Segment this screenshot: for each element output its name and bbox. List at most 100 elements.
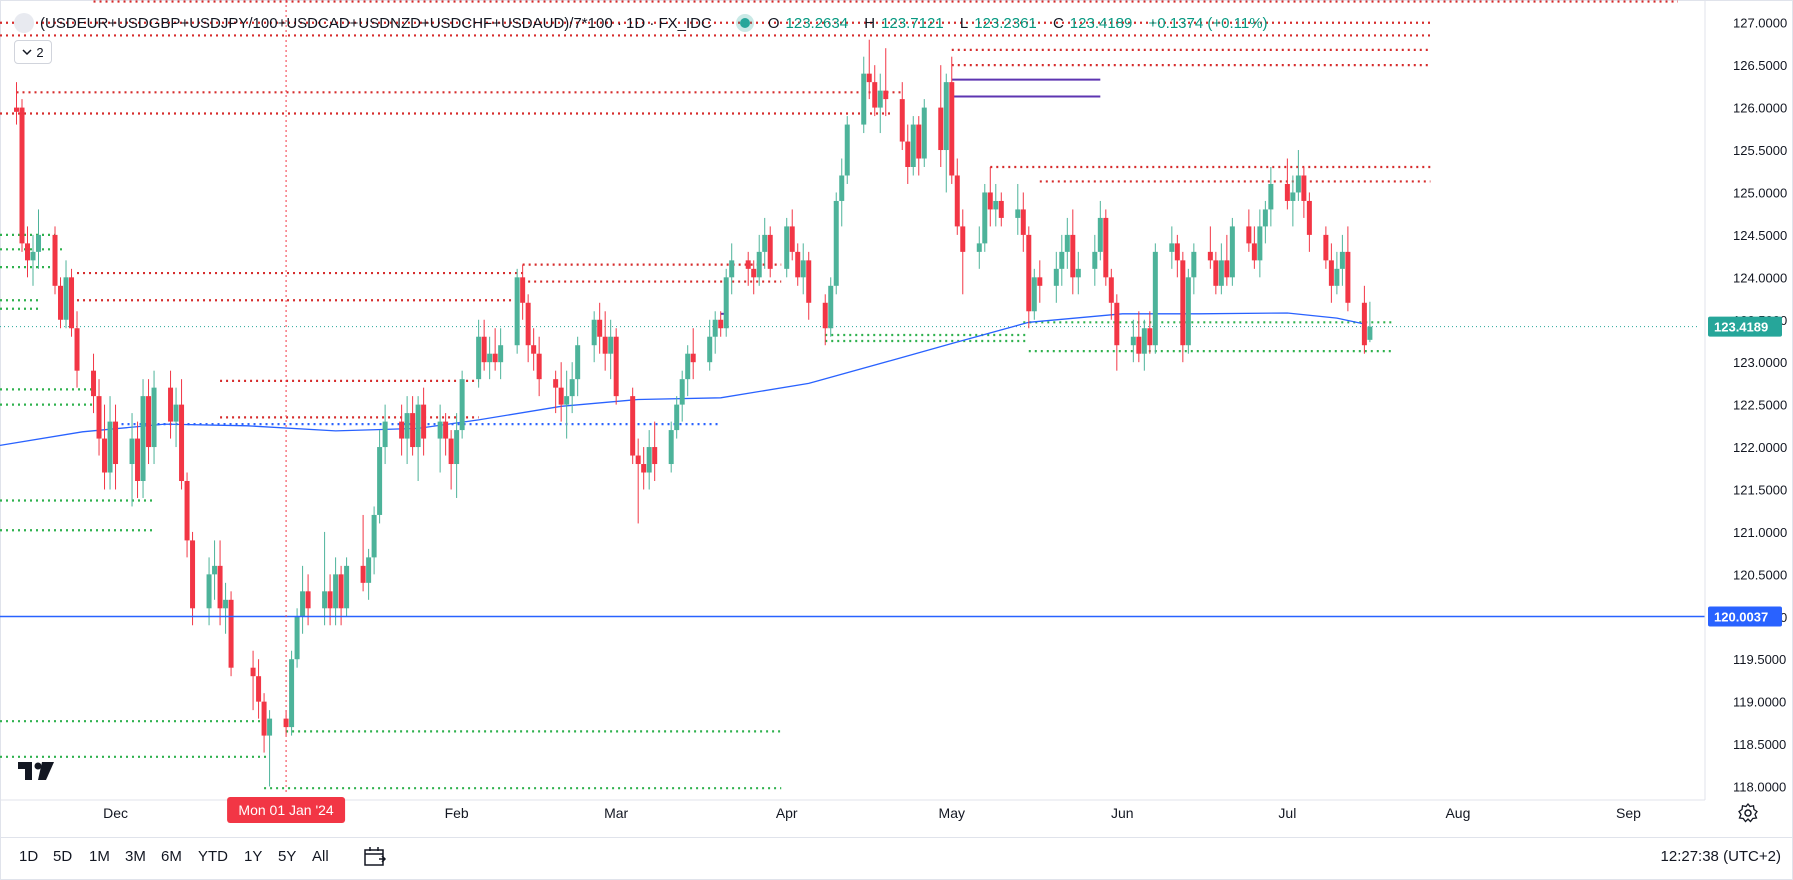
price-tick-label: 127.0000 (1733, 16, 1787, 31)
crosshair-date-bg (227, 797, 346, 823)
candle-body (949, 82, 955, 176)
candle-up (289, 650, 295, 736)
candle-body (1141, 328, 1147, 354)
candle-body (525, 302, 531, 346)
price-tick-label: 120.5000 (1733, 567, 1787, 582)
gear-icon[interactable] (1737, 802, 1759, 824)
price-tick-label: 121.0000 (1733, 525, 1787, 540)
candle-body (1020, 209, 1026, 235)
candle-up (1141, 319, 1147, 371)
candle-down (168, 370, 174, 439)
range-6m-button[interactable]: 6M (161, 848, 182, 865)
price-label-text: 123.4189 (1714, 320, 1768, 335)
candle-up (668, 421, 674, 473)
candle-body (448, 438, 454, 465)
candle-up (685, 345, 691, 397)
candle-down (184, 472, 190, 558)
candle-body (327, 591, 333, 609)
tradingview-logo-icon[interactable] (18, 758, 54, 786)
candle-body (30, 251, 36, 261)
candle-body (1070, 234, 1076, 278)
candle-body (1229, 226, 1235, 278)
candle-down (1224, 234, 1230, 286)
candle-body (129, 438, 135, 465)
candle-body (1328, 260, 1334, 286)
price-label: 120.0037 (1708, 606, 1782, 627)
candle-body (1213, 260, 1219, 286)
candle-up (382, 404, 388, 465)
candle-body (476, 336, 482, 380)
candle-up (1015, 183, 1021, 235)
candle-body (146, 396, 152, 448)
close-value: 123.4189 (1069, 14, 1133, 32)
range-1m-button[interactable]: 1M (89, 848, 110, 865)
candle-down (1323, 226, 1329, 269)
open-label: O (767, 14, 780, 32)
candle-up (437, 404, 443, 473)
candle-up (861, 56, 867, 134)
candle-up (1169, 226, 1175, 269)
candle-up (1130, 319, 1136, 363)
range-5d-button[interactable]: 5D (53, 848, 73, 865)
price-label-bg (1708, 606, 1782, 627)
candle-body (998, 200, 1004, 218)
candle-down (190, 531, 196, 626)
candle-up (1334, 251, 1340, 295)
range-3m-button[interactable]: 3M (125, 848, 146, 865)
candle-down (305, 574, 311, 626)
candle-body (250, 667, 256, 677)
candle-up (575, 336, 581, 397)
range-ytd-button[interactable]: YTD (198, 848, 228, 865)
candle-down (553, 370, 559, 414)
candle-down (558, 362, 564, 422)
range-1y-button[interactable]: 1Y (244, 848, 263, 865)
candle-body (938, 107, 944, 151)
low-label: L (959, 14, 969, 32)
range-5y-button[interactable]: 5Y (278, 848, 297, 865)
candle-body (69, 277, 75, 329)
candle-up (1295, 150, 1301, 201)
price-label-bg (1708, 316, 1782, 337)
price-tick-label: 119.5000 (1733, 652, 1786, 667)
candle-body (987, 192, 993, 210)
candle-body (844, 124, 850, 176)
calendar-icon[interactable] (363, 846, 387, 868)
candle-body (916, 124, 922, 159)
candle-down (635, 438, 641, 524)
candle-body (107, 421, 113, 473)
candle-body (91, 370, 97, 397)
candle-up (36, 209, 42, 269)
candle-down (96, 379, 102, 456)
candle-body (19, 107, 25, 244)
candle-body (822, 302, 828, 329)
candle-down (443, 413, 449, 456)
symbol-title[interactable]: (USDEUR+USDGBP+USDJPY/100+USDCAD+USDNZD+… (40, 14, 712, 32)
candle-body (1367, 326, 1373, 340)
candle-body (58, 285, 64, 320)
low-value: 123.2361 (974, 14, 1037, 32)
candle-body (1064, 234, 1070, 252)
candle-up (1053, 251, 1059, 303)
candle-down (399, 404, 405, 456)
candle-down (69, 268, 75, 337)
candle-body (591, 319, 597, 346)
candle-up (591, 311, 597, 363)
time-tick-label: Feb (445, 805, 469, 821)
indicators-toggle-button[interactable]: 2 (14, 40, 52, 64)
time-tick-label: Apr (776, 805, 798, 821)
candle-body (338, 574, 344, 609)
range-1d-button[interactable]: 1D (19, 848, 39, 865)
price-tick-label: 125.5000 (1733, 143, 1787, 158)
candle-down (899, 82, 905, 151)
candle-body (723, 277, 729, 329)
candle-body (1015, 209, 1021, 218)
candle-body (135, 438, 141, 481)
clock-display[interactable]: 12:27:38 (UTC+2) (1660, 848, 1781, 865)
candle-up (454, 413, 460, 498)
candle-body (1185, 277, 1191, 346)
candle-up (404, 396, 410, 465)
candle-down (91, 353, 97, 414)
candle-body (1174, 243, 1180, 261)
range-all-button[interactable]: All (312, 848, 329, 865)
